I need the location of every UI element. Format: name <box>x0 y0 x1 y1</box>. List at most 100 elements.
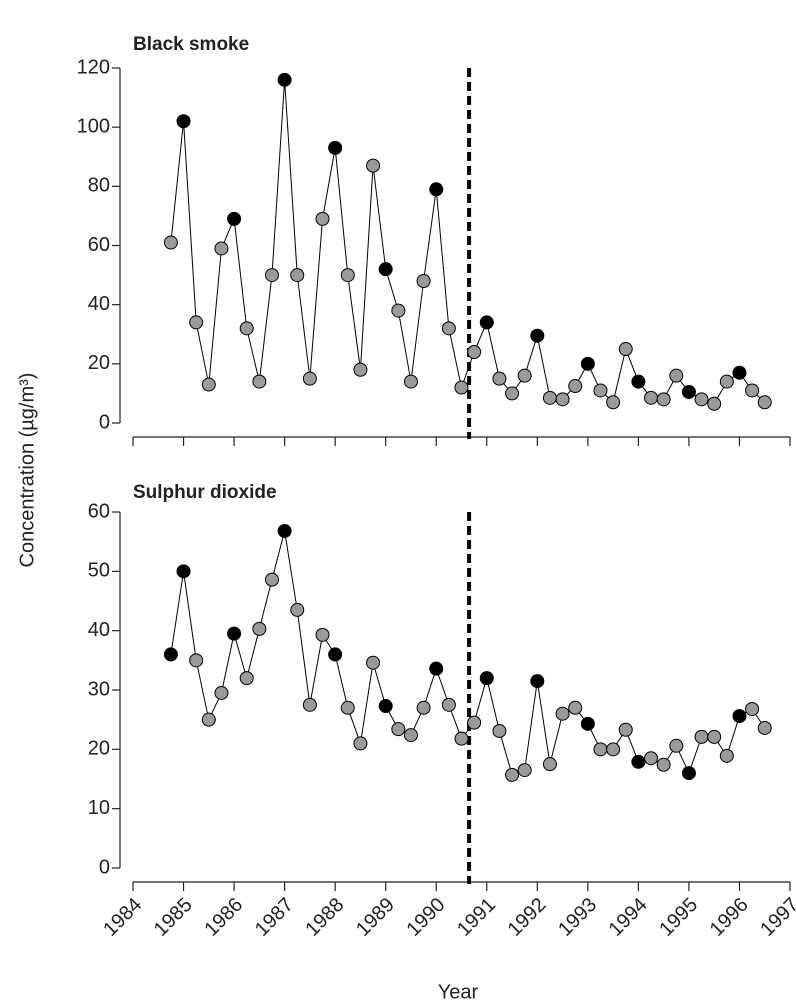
y-tick-label: 120 <box>77 56 110 78</box>
x-tick-label: 1986 <box>200 894 247 941</box>
x-tick-label: 1993 <box>554 894 601 941</box>
data-point <box>353 362 368 377</box>
panel-title: Black smoke <box>133 34 249 55</box>
data-point <box>176 114 191 129</box>
data-point <box>732 365 747 380</box>
data-point <box>580 716 595 731</box>
data-point <box>302 697 317 712</box>
data-point <box>618 342 633 357</box>
data-point <box>644 751 659 766</box>
data-point <box>378 262 393 277</box>
x-tick-label: 1987 <box>251 894 298 941</box>
x-tick-label: 1992 <box>504 894 551 941</box>
y-tick-label: 10 <box>88 797 110 819</box>
data-point <box>694 729 709 744</box>
y-tick-label: 0 <box>99 856 110 878</box>
data-point <box>290 602 305 617</box>
data-point <box>441 321 456 336</box>
data-point <box>403 728 418 743</box>
data-point <box>669 368 684 383</box>
data-point <box>176 564 191 579</box>
y-tick-label: 40 <box>88 619 110 641</box>
data-point <box>479 671 494 686</box>
data-point <box>719 748 734 763</box>
data-point <box>189 315 204 330</box>
data-point <box>290 268 305 283</box>
data-point <box>542 390 557 405</box>
data-point <box>429 182 444 197</box>
data-point <box>467 715 482 730</box>
data-point <box>454 731 469 746</box>
data-point <box>227 211 242 226</box>
data-point <box>378 699 393 714</box>
data-point <box>669 738 684 753</box>
y-tick-label: 0 <box>99 411 110 433</box>
data-point <box>580 356 595 371</box>
data-point <box>264 268 279 283</box>
data-point <box>214 241 229 256</box>
data-point <box>315 211 330 226</box>
data-point <box>479 315 494 330</box>
data-point <box>694 392 709 407</box>
x-tick-label: 1984 <box>99 894 146 941</box>
data-point <box>353 736 368 751</box>
x-axis-label: Year <box>438 981 479 1003</box>
x-tick-label: 1990 <box>402 894 449 941</box>
x-tick-label: 1995 <box>655 894 702 941</box>
data-point <box>530 328 545 343</box>
y-tick-label: 20 <box>88 352 110 374</box>
data-point <box>416 274 431 288</box>
data-point <box>441 697 456 712</box>
data-point <box>163 647 178 662</box>
x-tick-label: 1991 <box>453 894 500 941</box>
data-point <box>631 754 646 769</box>
data-point <box>618 722 633 737</box>
y-tick-label: 60 <box>88 234 110 256</box>
data-point <box>264 572 279 587</box>
data-point <box>656 392 671 407</box>
data-point <box>239 671 254 686</box>
x-tick-label: 1994 <box>605 894 652 941</box>
y-tick-label: 40 <box>88 293 110 315</box>
data-point <box>517 368 532 383</box>
data-point <box>340 700 355 715</box>
x-tick-label: 1997 <box>756 894 796 941</box>
data-point <box>252 621 267 636</box>
data-point <box>328 140 343 155</box>
data-point <box>416 700 431 715</box>
y-tick-label: 80 <box>88 175 110 197</box>
data-point <box>681 766 696 781</box>
y-tick-label: 60 <box>88 500 110 522</box>
data-point <box>302 371 317 386</box>
data-point <box>227 626 242 641</box>
x-tick-label: 1989 <box>352 894 399 941</box>
data-point <box>201 377 216 392</box>
data-point <box>719 374 734 389</box>
data-point <box>403 374 418 389</box>
y-tick-label: 30 <box>88 678 110 700</box>
data-point <box>277 523 292 538</box>
data-point <box>505 386 520 401</box>
data-point <box>606 395 621 410</box>
data-point <box>593 742 608 757</box>
data-point <box>542 757 557 772</box>
x-tick-label: 1985 <box>150 894 197 941</box>
data-point <box>163 235 178 250</box>
data-point <box>492 371 507 386</box>
data-point <box>467 345 482 359</box>
y-tick-label: 50 <box>88 560 110 582</box>
data-point <box>593 383 608 398</box>
data-point <box>189 653 204 668</box>
data-point <box>681 384 696 399</box>
data-point <box>568 379 583 394</box>
data-point <box>568 700 583 715</box>
y-tick-label: 20 <box>88 738 110 760</box>
data-point <box>555 392 570 407</box>
data-point <box>757 720 772 735</box>
data-point <box>745 383 760 398</box>
data-point <box>315 627 330 642</box>
data-point <box>391 722 406 737</box>
panel-title: Sulphur dioxide <box>133 482 277 503</box>
data-point <box>252 374 267 389</box>
